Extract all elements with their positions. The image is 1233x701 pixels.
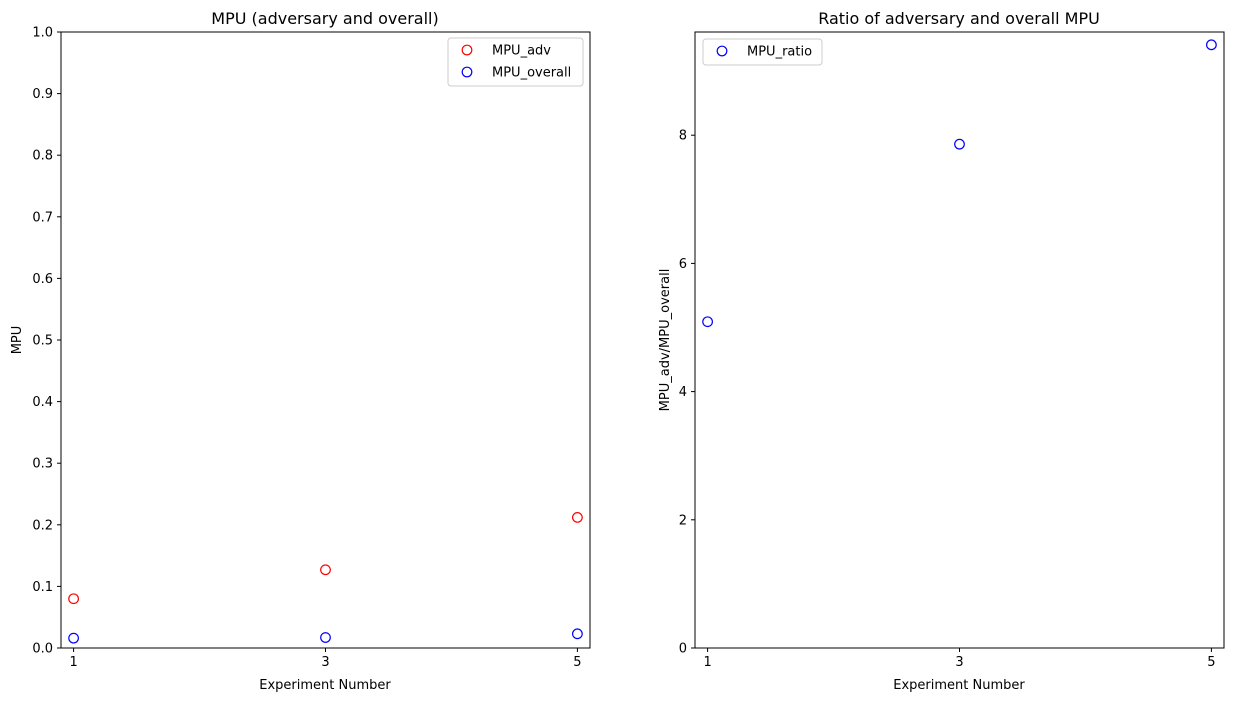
data-point-mpu-ratio (1206, 39, 1217, 51)
x-tick-label: 5 (573, 655, 581, 670)
legend-box (702, 38, 823, 66)
y-tick-label: 0.9 (32, 87, 53, 102)
y-tick-label: 0.0 (32, 642, 53, 657)
legend-marker-mpu-ratio (716, 45, 728, 57)
y-axis-label: MPU (10, 326, 25, 355)
y-tick-label: 0.7 (32, 210, 53, 225)
x-tick-label: 3 (321, 655, 329, 670)
chart-mpu-ratio: Ratio of adversary and overall MPU Exper… (658, 9, 1225, 693)
data-point-mpu-overall (68, 632, 79, 644)
legend: MPU_ratio (702, 38, 823, 66)
y-tick-label: 0.2 (32, 518, 53, 533)
data-point-mpu-adv (572, 512, 583, 523)
ticks: 1 3 5 0.0 0.1 0.2 0.3 0.4 0.5 0.6 0.7 0.8 0.9 1.0 (32, 26, 581, 671)
x-tick-label: 1 (69, 655, 77, 670)
plot-area-frame (60, 31, 591, 649)
legend-marker-mpu-adv (461, 44, 473, 56)
legend-label-mpu-ratio: MPU_ratio (747, 45, 812, 60)
data-points (68, 512, 583, 644)
y-axis-label: MPU_adv/MPU_overall (658, 269, 673, 412)
y-tick-label: 0.4 (32, 395, 53, 410)
y-tick-label: 0.6 (32, 272, 53, 287)
y-tick-label: 2 (679, 513, 687, 528)
y-tick-label: 0.8 (32, 149, 53, 164)
x-tick-label: 3 (955, 655, 963, 670)
y-tick-label: 1.0 (32, 26, 53, 41)
x-tick-label: 5 (1207, 655, 1215, 670)
y-tick-label: 4 (679, 385, 687, 400)
x-tick-label: 1 (703, 655, 711, 670)
data-point-mpu-overall (572, 628, 583, 640)
plot-area-frame (694, 31, 1225, 649)
y-tick-label: 0.3 (32, 457, 53, 472)
y-tick-label: 0 (679, 642, 687, 657)
chart-title: Ratio of adversary and overall MPU (818, 9, 1100, 28)
y-tick-label: 0.1 (32, 580, 53, 595)
x-axis-label: Experiment Number (893, 678, 1025, 693)
data-point-mpu-adv (68, 593, 79, 605)
data-point-mpu-overall (320, 632, 331, 643)
ticks: 1 3 5 0 2 4 6 8 (679, 129, 1216, 670)
data-points (702, 39, 1217, 328)
y-tick-label: 8 (679, 129, 687, 144)
y-tick-label: 0.5 (32, 334, 53, 349)
data-point-mpu-ratio (702, 316, 713, 328)
x-axis-label: Experiment Number (259, 678, 391, 693)
legend-box (447, 37, 584, 87)
chart-mpu: MPU (adversary and overall) Experiment N… (10, 9, 591, 693)
legend-marker-mpu-overall (461, 66, 473, 78)
data-point-mpu-ratio (954, 138, 965, 150)
data-point-mpu-adv (320, 564, 331, 576)
legend: MPU_adv MPU_overall (447, 37, 584, 87)
chart-title: MPU (adversary and overall) (211, 9, 438, 28)
y-tick-label: 6 (679, 257, 687, 272)
legend-label-mpu-adv: MPU_adv (492, 44, 551, 59)
legend-label-mpu-overall: MPU_overall (492, 66, 571, 81)
